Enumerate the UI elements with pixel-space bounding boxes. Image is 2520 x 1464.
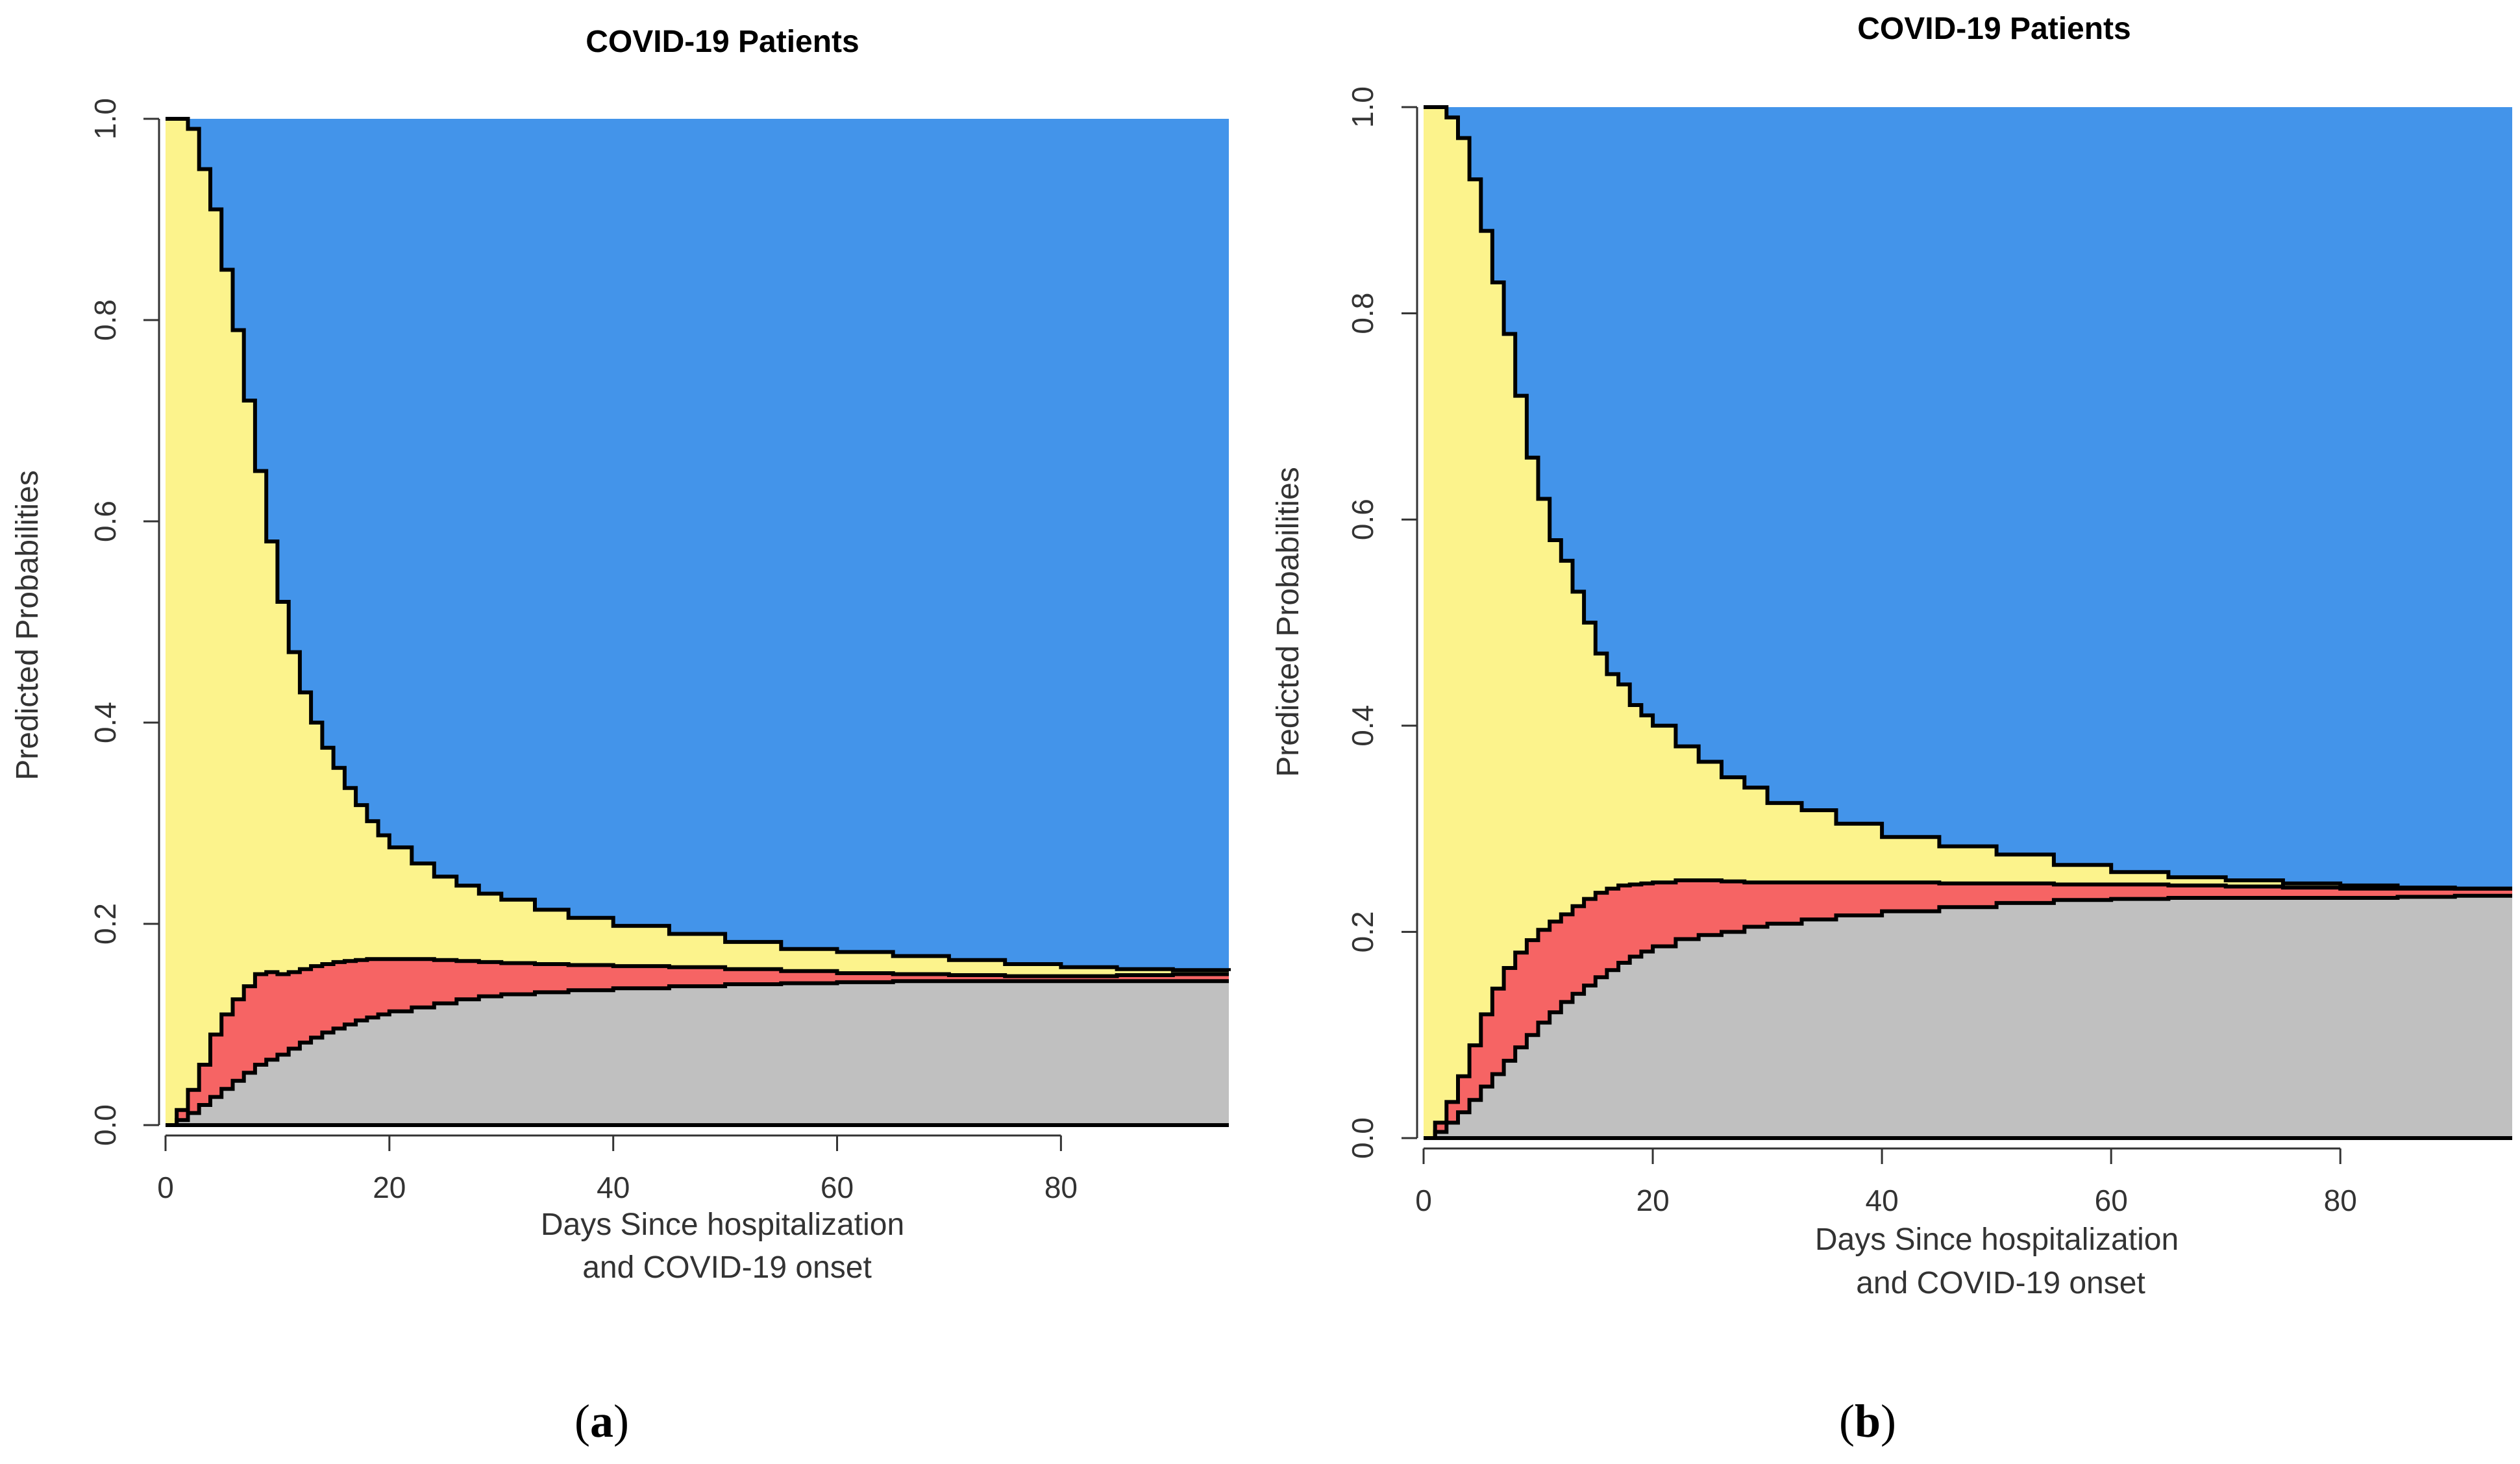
x-axis-label-line2: and COVID-19 onset <box>1856 1266 2145 1300</box>
panel-label: (b) <box>1839 1395 1896 1447</box>
y-axis-label: Predicted Probabilities <box>1271 467 1305 777</box>
plot-area <box>166 117 1231 1127</box>
boundary-line-yellow-blue <box>1424 105 2512 891</box>
x-tick-label: 60 <box>2095 1184 2128 1217</box>
y-axis-label: Predicted Probabilities <box>10 470 45 780</box>
y-tick-label: 0.0 <box>88 1104 122 1146</box>
boundary-line-yellow-blue <box>166 117 1231 973</box>
panel-a: COVID-19 Patients 0.0 0.2 0.4 0.6 0.8 1.0 0 20… <box>10 25 1231 1447</box>
y-tick-label: 0.6 <box>1346 499 1379 540</box>
y-tick-label: 0.2 <box>88 903 122 945</box>
y-tick-label: 1.0 <box>88 98 122 140</box>
y-tick-label: 0.8 <box>88 299 122 341</box>
y-tick-label: 0.8 <box>1346 293 1379 334</box>
chart-title: COVID-19 Patients <box>586 25 859 59</box>
x-axis: 0 20 40 60 80 <box>157 1134 1078 1204</box>
boundary-line-red-yellow <box>1424 878 2512 1140</box>
y-axis: 0.0 0.2 0.4 0.6 0.8 1.0 <box>88 98 160 1146</box>
panel-label: (a) <box>574 1395 629 1447</box>
y-axis: 0.0 0.2 0.4 0.6 0.8 1.0 <box>1346 86 1418 1159</box>
chart-title: COVID-19 Patients <box>1857 12 2131 46</box>
x-tick-label: 0 <box>1415 1184 1432 1217</box>
area-red <box>166 959 1229 1125</box>
x-tick-label: 60 <box>821 1171 854 1204</box>
x-tick-label: 20 <box>1637 1184 1670 1217</box>
panel-letter: a <box>590 1395 613 1447</box>
x-axis: 0 20 40 60 80 <box>1415 1147 2357 1217</box>
x-tick-label: 80 <box>1044 1171 1078 1204</box>
y-tick-label: 0.6 <box>88 501 122 542</box>
area-blue <box>166 119 1229 971</box>
y-tick-label: 1.0 <box>1346 86 1379 128</box>
x-tick-label: 0 <box>157 1171 174 1204</box>
plot-area <box>1424 105 2512 1140</box>
x-tick-label: 40 <box>1866 1184 1899 1217</box>
boundary-line-gray-red <box>1424 893 2512 1140</box>
x-tick-label: 80 <box>2324 1184 2357 1217</box>
y-tick-label: 0.2 <box>1346 911 1379 952</box>
y-tick-label: 0.4 <box>88 702 122 743</box>
panel-letter: b <box>1855 1395 1881 1447</box>
area-gray <box>166 981 1229 1125</box>
area-yellow <box>166 119 1229 1125</box>
x-tick-label: 20 <box>373 1171 406 1204</box>
y-tick-label: 0.0 <box>1346 1117 1379 1159</box>
area-blue <box>1424 107 2512 889</box>
panel-b: COVID-19 Patients 0.0 0.2 0.4 0.6 0.8 1.0 0 20… <box>1271 12 2512 1447</box>
boundary-line-red-yellow <box>166 957 1229 1127</box>
x-axis-label-line1: Days Since hospitalization <box>541 1208 904 1242</box>
x-axis-label-line2: and COVID-19 onset <box>582 1250 872 1285</box>
x-axis-label-line1: Days Since hospitalization <box>1815 1222 2179 1257</box>
x-tick-label: 40 <box>597 1171 630 1204</box>
boundary-line-gray-red <box>166 979 1229 1127</box>
area-gray <box>1424 895 2512 1138</box>
y-tick-label: 0.4 <box>1346 705 1379 747</box>
